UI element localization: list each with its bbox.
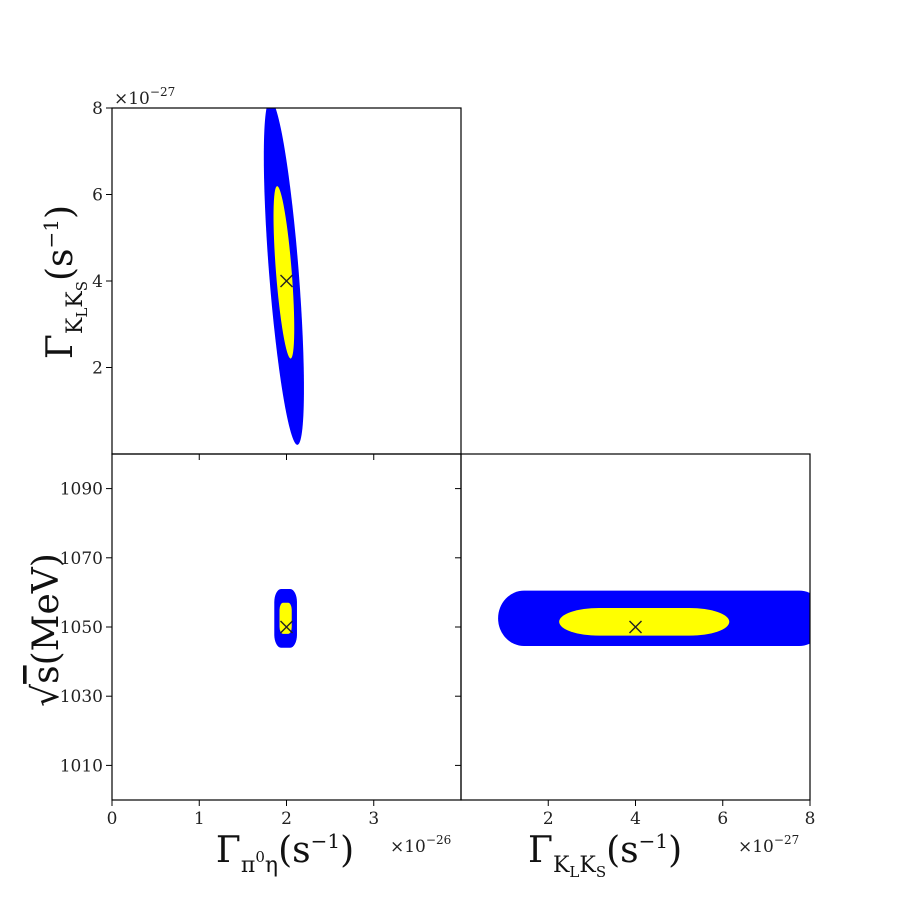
bottom-right-x-multiplier: ×10−27 xyxy=(738,833,799,857)
top-left-y-tick-label: 4 xyxy=(92,272,103,292)
top-left-region-inner xyxy=(273,186,295,359)
bottom-left-x-tick-label: 0 xyxy=(107,809,118,829)
bottom-left-ylabel: √s(MeV) xyxy=(26,553,67,707)
bottom-left-y-tick-label: 1090 xyxy=(60,480,103,500)
bottom-right-panel: 2 4 6 8 xyxy=(455,453,816,829)
bottom-right-x-tick-label: 8 xyxy=(805,809,816,829)
bottom-left-x-tick-label: 3 xyxy=(368,809,379,829)
bottom-left-best-fit-marker xyxy=(280,620,293,634)
top-left-y-tick-label: 2 xyxy=(92,359,103,379)
bottom-left-y-tick-label: 1030 xyxy=(60,687,103,707)
bottom-left-y-tick-label: 1050 xyxy=(60,618,103,638)
bottom-left-x-multiplier: ×10−26 xyxy=(390,833,451,857)
top-left-y-multiplier: ×10−27 xyxy=(114,85,175,109)
bottom-left-y-tick-label: 1010 xyxy=(60,756,103,776)
top-left-best-fit-marker xyxy=(280,274,293,288)
bottom-right-xlabel: ΓKLKS(s−1) xyxy=(528,829,682,881)
top-left-panel: 8 6 4 2 xyxy=(92,99,462,460)
bottom-right-region-inner xyxy=(559,607,730,636)
bottom-left-panel: 0 1 2 3 1090 1070 1050 1030 1010 xyxy=(60,453,462,829)
bottom-right-x-tick-label: 2 xyxy=(543,809,554,829)
bottom-left-x-tick-label: 2 xyxy=(281,809,292,829)
bottom-right-best-fit-marker xyxy=(629,620,642,634)
top-left-ylabel: ΓKLKS(s−1) xyxy=(39,205,91,359)
bottom-left-xlabel: Γπ0η(s−1) xyxy=(216,829,354,878)
top-left-y-tick-label: 8 xyxy=(92,99,103,119)
bottom-right-x-tick-label: 4 xyxy=(630,809,641,829)
top-left-y-tick-label: 6 xyxy=(92,186,103,206)
bottom-left-y-tick-label: 1070 xyxy=(60,549,103,569)
bottom-right-x-tick-label: 6 xyxy=(717,809,728,829)
bottom-left-region-inner xyxy=(279,602,292,634)
bottom-left-x-tick-label: 1 xyxy=(194,809,205,829)
